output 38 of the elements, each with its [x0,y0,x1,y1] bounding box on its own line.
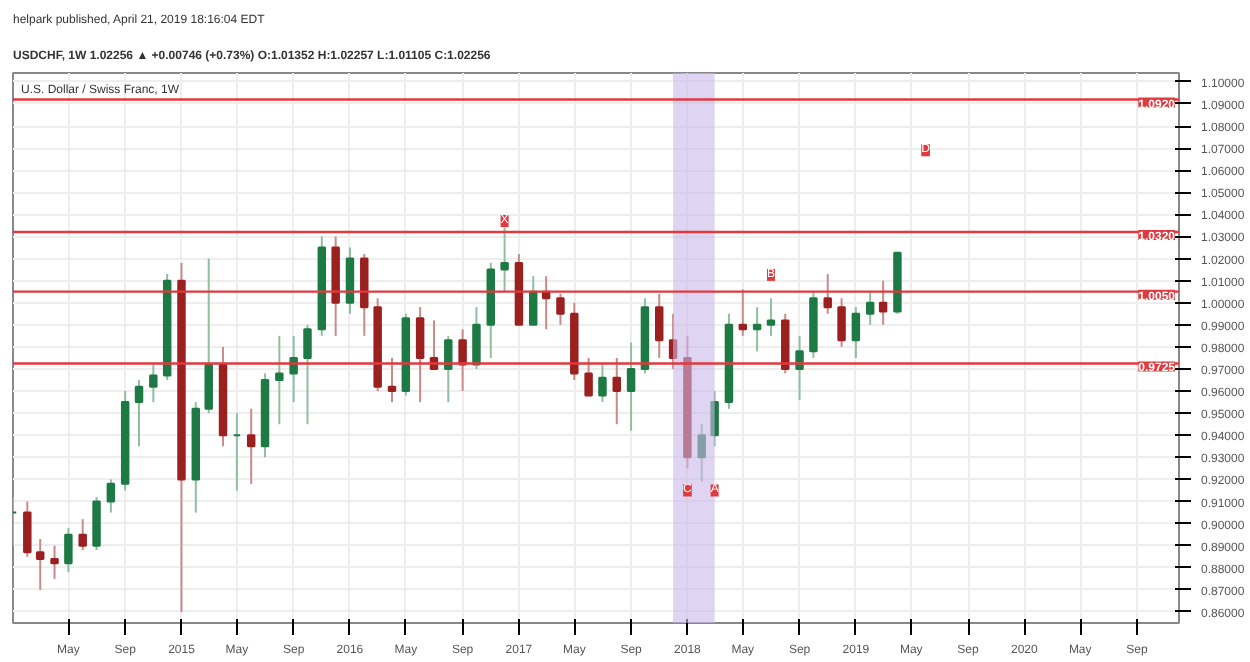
candlestick [598,363,607,404]
candlestick [556,292,565,326]
candlestick [837,297,846,348]
candlestick [472,306,481,370]
candlestick [458,328,467,393]
candlestick [415,306,425,404]
candlestick [500,226,509,293]
candlestick [23,500,32,558]
candlestick [668,312,678,370]
candlestick [752,306,762,353]
candlestick [710,390,719,448]
candlestick [697,423,706,483]
candlestick [738,288,748,337]
candlestick [865,290,875,326]
candlestick [36,538,45,591]
candlestick [246,407,256,485]
candlestick [64,527,73,574]
candlestick [528,275,538,326]
candlestick [134,379,144,448]
candlestick [92,496,101,552]
candlestick [275,334,284,426]
candlestick [878,279,888,326]
candlestick [766,297,776,337]
candlestick [78,518,87,552]
candlestick [626,341,636,432]
candlestick [204,257,213,415]
candlestick [387,356,397,404]
candlestick [106,478,116,514]
candlestick [444,334,453,404]
candlestick [50,544,59,580]
candlestick [149,363,158,404]
candlestick [584,356,593,397]
candlestick [823,273,832,315]
candlestick [795,334,804,401]
candlestick [851,306,861,359]
candlestick [612,356,621,426]
candlestick [303,323,312,426]
candlestick [655,292,664,359]
